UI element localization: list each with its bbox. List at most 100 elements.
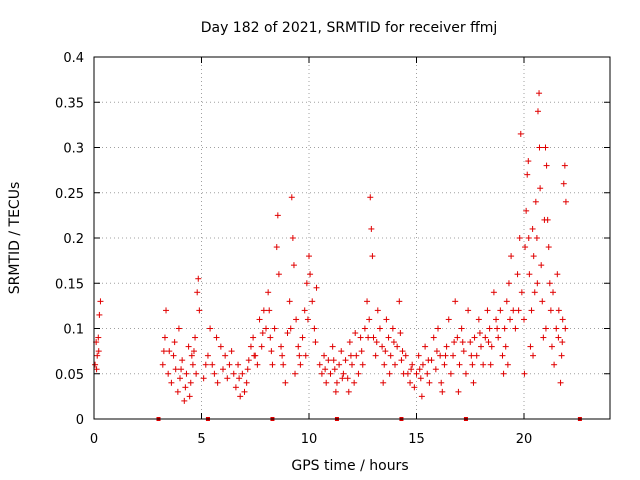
data-point bbox=[518, 289, 525, 296]
data-point bbox=[488, 343, 495, 350]
data-point bbox=[94, 352, 101, 359]
data-point bbox=[166, 348, 173, 355]
y-axis-label: SRMTID / TECUs bbox=[7, 182, 23, 295]
data-point bbox=[329, 343, 336, 350]
data-point bbox=[373, 339, 380, 346]
data-point bbox=[454, 334, 461, 341]
data-point bbox=[189, 361, 196, 368]
data-point bbox=[501, 325, 508, 332]
data-point bbox=[351, 379, 358, 386]
data-point bbox=[540, 334, 547, 341]
data-point bbox=[368, 225, 375, 232]
data-point bbox=[562, 198, 569, 205]
data-point bbox=[515, 307, 522, 314]
data-point bbox=[306, 253, 312, 260]
data-point bbox=[179, 357, 186, 364]
data-point bbox=[396, 298, 403, 305]
data-point bbox=[273, 244, 280, 251]
data-point bbox=[279, 352, 286, 359]
data-point bbox=[462, 370, 469, 377]
data-point bbox=[316, 361, 323, 368]
data-point bbox=[236, 375, 243, 382]
data-point bbox=[490, 289, 497, 296]
data-point bbox=[160, 348, 167, 355]
data-point bbox=[394, 343, 401, 350]
data-point bbox=[346, 339, 353, 346]
data-point bbox=[433, 348, 440, 355]
data-point bbox=[268, 348, 275, 355]
data-point bbox=[560, 180, 567, 187]
data-point bbox=[456, 361, 463, 368]
data-point bbox=[504, 361, 511, 368]
data-point bbox=[222, 352, 229, 359]
data-point bbox=[417, 375, 424, 382]
data-point bbox=[527, 343, 534, 350]
data-point bbox=[543, 162, 550, 169]
data-point bbox=[559, 316, 566, 323]
data-point bbox=[469, 361, 476, 368]
data-point bbox=[313, 284, 320, 291]
data-point bbox=[274, 212, 281, 219]
data-point bbox=[366, 316, 373, 323]
data-point bbox=[537, 185, 544, 192]
data-point bbox=[508, 253, 515, 260]
data-point bbox=[470, 379, 477, 386]
data-point bbox=[480, 361, 487, 368]
y-tick-label: 0.4 bbox=[63, 51, 84, 66]
data-point bbox=[494, 325, 501, 332]
data-point bbox=[541, 216, 548, 223]
data-point bbox=[200, 375, 207, 382]
data-point bbox=[211, 370, 218, 377]
data-point bbox=[364, 298, 371, 305]
data-point bbox=[530, 352, 537, 359]
data-point bbox=[271, 325, 278, 332]
data-point bbox=[190, 348, 197, 355]
data-point bbox=[359, 361, 366, 368]
data-point bbox=[296, 352, 303, 359]
data-point bbox=[204, 352, 211, 359]
data-point bbox=[235, 361, 242, 368]
data-point bbox=[521, 370, 528, 377]
data-point bbox=[161, 334, 168, 341]
data-point bbox=[369, 253, 376, 260]
data-point bbox=[207, 325, 214, 332]
data-point bbox=[484, 307, 491, 314]
data-point bbox=[522, 244, 529, 251]
data-point bbox=[352, 330, 359, 337]
data-point bbox=[495, 334, 502, 341]
data-point bbox=[397, 330, 404, 337]
data-point bbox=[237, 393, 244, 400]
data-point bbox=[542, 325, 549, 332]
chart-title: Day 182 of 2021, SRMTID for receiver ffm… bbox=[201, 20, 498, 36]
data-point bbox=[318, 370, 325, 377]
data-point bbox=[516, 235, 523, 241]
data-point bbox=[437, 352, 444, 359]
data-point bbox=[267, 334, 274, 341]
data-point bbox=[376, 325, 383, 332]
data-point bbox=[502, 343, 509, 350]
data-point bbox=[185, 343, 192, 350]
data-point bbox=[278, 343, 285, 350]
data-point bbox=[558, 352, 565, 359]
data-point bbox=[163, 307, 170, 314]
data-point bbox=[548, 343, 555, 350]
data-point bbox=[174, 388, 181, 395]
x-tick-label: 0 bbox=[90, 432, 98, 447]
data-point bbox=[418, 393, 425, 400]
data-point bbox=[287, 325, 294, 332]
data-point bbox=[398, 357, 405, 364]
data-point bbox=[407, 379, 414, 386]
data-point bbox=[224, 375, 231, 382]
data-point bbox=[230, 370, 237, 377]
data-point bbox=[342, 357, 349, 364]
data-point bbox=[258, 343, 265, 350]
data-point bbox=[209, 361, 216, 368]
data-point bbox=[460, 348, 467, 355]
data-point bbox=[425, 357, 432, 364]
data-point bbox=[545, 244, 552, 251]
data-point bbox=[170, 352, 177, 359]
data-point bbox=[372, 352, 379, 359]
data-point bbox=[259, 330, 266, 337]
data-point bbox=[284, 330, 291, 337]
data-point bbox=[553, 325, 560, 332]
